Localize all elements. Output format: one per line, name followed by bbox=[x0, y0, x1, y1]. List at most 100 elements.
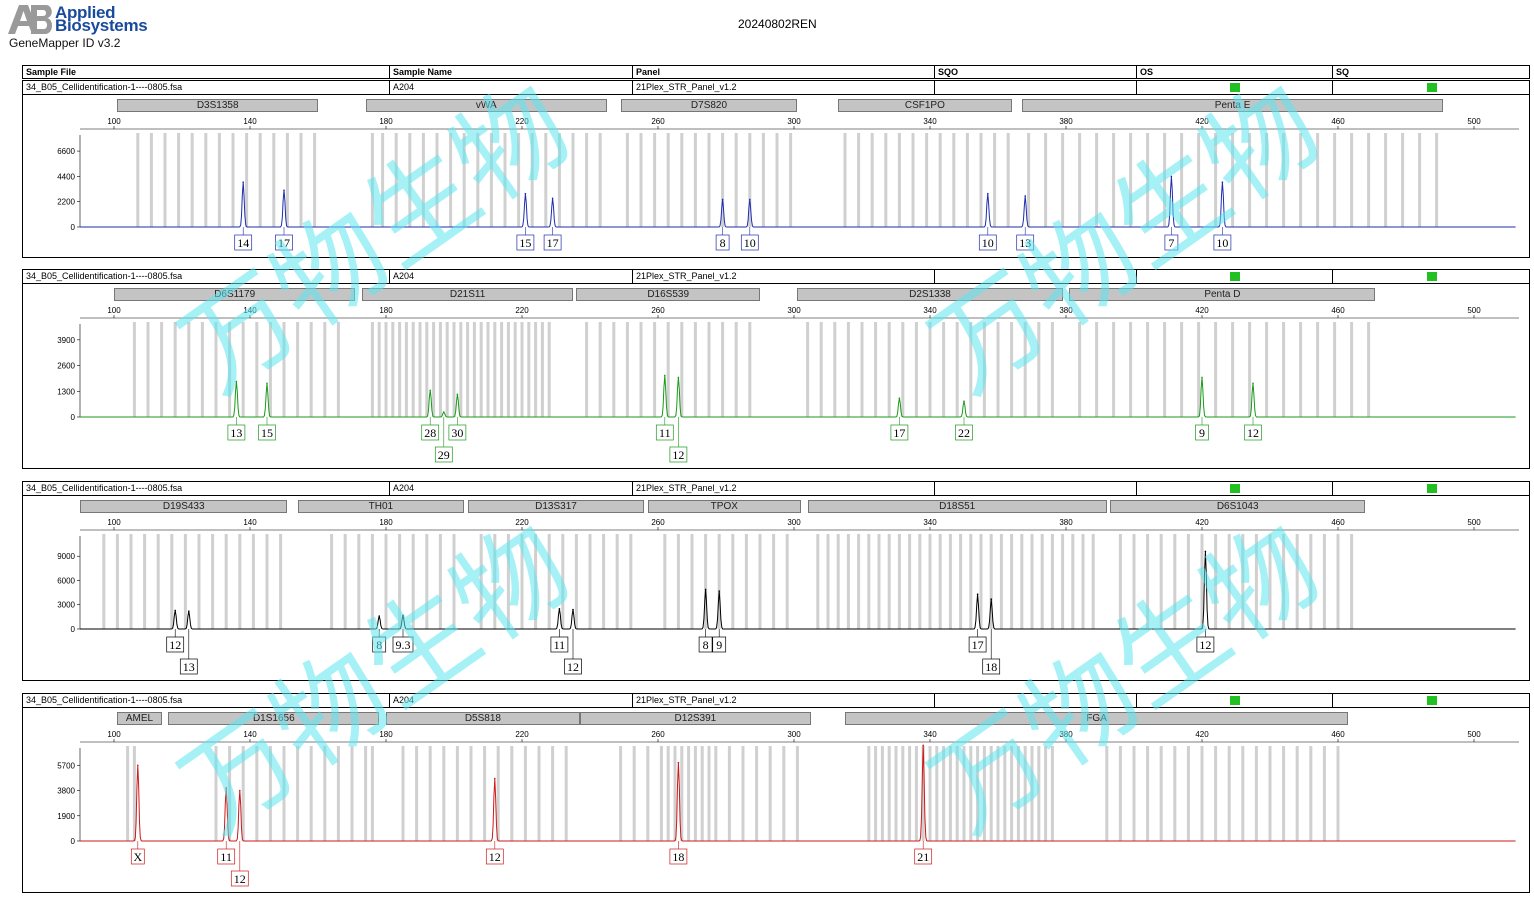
sample-info-row[interactable]: 34_B05_Cellidentification-1----0805.fsa A… bbox=[23, 270, 1529, 284]
y-tick-label: 4400 bbox=[57, 172, 75, 181]
allele-bin bbox=[503, 133, 507, 227]
allele-bin bbox=[336, 746, 340, 841]
allele-bin bbox=[1112, 133, 1116, 227]
allele-bin bbox=[496, 746, 500, 841]
marker-d12s391[interactable]: D12S391 bbox=[579, 712, 811, 725]
allele-call-box bbox=[230, 870, 249, 887]
allele-bin bbox=[241, 746, 245, 841]
marker-d19s433[interactable]: D19S433 bbox=[80, 500, 288, 513]
electropherogram-panel-green: 34_B05_Cellidentification-1----0805.fsa A… bbox=[22, 269, 1530, 469]
allele-bin bbox=[687, 746, 691, 841]
allele-call-label: 18 bbox=[672, 850, 684, 864]
marker-vwa[interactable]: vWA bbox=[365, 99, 607, 112]
marker-penta-e[interactable]: Penta E bbox=[1021, 99, 1444, 112]
allele-bin bbox=[1132, 746, 1136, 841]
marker-d18s51[interactable]: D18S51 bbox=[807, 500, 1107, 513]
peak-apex bbox=[718, 590, 720, 592]
allele-call-box bbox=[1164, 234, 1179, 251]
col-sq[interactable]: SQ bbox=[1336, 67, 1350, 77]
marker-d7s820[interactable]: D7S820 bbox=[620, 99, 798, 112]
allele-bin bbox=[768, 746, 772, 841]
marker-tpox[interactable]: TPOX bbox=[647, 500, 801, 513]
allele-bin bbox=[268, 322, 272, 417]
marker-fga[interactable]: FGA bbox=[845, 712, 1349, 725]
allele-bin bbox=[982, 322, 986, 417]
sq-flag-icon bbox=[1427, 696, 1437, 705]
allele-call-box bbox=[712, 636, 727, 653]
allele-bin bbox=[132, 746, 136, 841]
marker-th01[interactable]: TH01 bbox=[297, 500, 465, 513]
allele-call-box bbox=[715, 234, 730, 251]
allele-bin bbox=[1044, 746, 1048, 841]
marker-d6s1179[interactable]: D6S1179 bbox=[114, 288, 356, 301]
allele-call-box bbox=[227, 424, 246, 441]
peak-apex bbox=[242, 181, 244, 183]
allele-bin bbox=[149, 133, 153, 227]
x-tick-label: 340 bbox=[923, 117, 937, 126]
peak-apex bbox=[239, 789, 241, 792]
col-sqo[interactable]: SQO bbox=[938, 67, 959, 77]
allele-bin bbox=[1078, 322, 1082, 417]
allele-bin bbox=[612, 322, 616, 417]
allele-bin bbox=[1180, 322, 1184, 417]
allele-bin bbox=[928, 534, 932, 629]
allele-call-label: 11 bbox=[659, 426, 671, 440]
allele-call-box bbox=[166, 636, 185, 653]
allele-bin bbox=[1200, 534, 1204, 629]
allele-call-label: 12 bbox=[1199, 638, 1211, 652]
column-header-row: Sample File Sample Name Panel SQO OS SQ bbox=[22, 65, 1530, 79]
allele-bin bbox=[1418, 133, 1422, 227]
allele-bin bbox=[452, 534, 456, 629]
allele-bin bbox=[1254, 534, 1258, 629]
sample-info-row[interactable]: 34_B05_Cellidentification-1----0805.fsa A… bbox=[23, 482, 1529, 496]
col-sample-file[interactable]: Sample File bbox=[26, 67, 77, 77]
electropherogram-plot: 100 140 180 220 260 300 340 380 420 460 500 0 3000 60… bbox=[57, 518, 1519, 675]
allele-bin bbox=[1050, 534, 1054, 629]
sample-name-cell: A204 bbox=[393, 271, 415, 281]
allele-bin bbox=[1299, 322, 1303, 417]
allele-call-box bbox=[448, 424, 467, 441]
col-os[interactable]: OS bbox=[1140, 67, 1154, 77]
allele-bin bbox=[1241, 746, 1245, 841]
allele-call-label: 8 bbox=[703, 638, 709, 652]
peak-apex bbox=[283, 189, 285, 191]
marker-d3s1358[interactable]: D3S1358 bbox=[117, 99, 318, 112]
x-tick-label: 140 bbox=[243, 117, 257, 126]
allele-bin bbox=[1040, 534, 1044, 629]
marker-d5s818[interactable]: D5S818 bbox=[386, 712, 580, 725]
allele-bin bbox=[1091, 534, 1095, 629]
allele-bin bbox=[411, 322, 415, 417]
marker-d1s1656[interactable]: D1S1656 bbox=[168, 712, 380, 725]
allele-bin bbox=[472, 322, 476, 417]
allele-bin bbox=[976, 746, 980, 841]
x-tick-label: 380 bbox=[1059, 306, 1073, 315]
col-panel[interactable]: Panel bbox=[636, 67, 661, 77]
marker-d6s1043[interactable]: D6S1043 bbox=[1110, 500, 1366, 513]
allele-bin bbox=[887, 746, 891, 841]
sq-flag-icon bbox=[1427, 83, 1437, 92]
sample-info-row[interactable]: 34_B05_Cellidentification-1----0805.fsa A… bbox=[23, 694, 1529, 708]
marker-csf1po[interactable]: CSF1PO bbox=[838, 99, 1012, 112]
marker-d2s1338[interactable]: D2S1338 bbox=[797, 288, 1063, 301]
allele-bin bbox=[1095, 133, 1099, 227]
allele-bin bbox=[1037, 322, 1041, 417]
allele-bin bbox=[1146, 534, 1150, 629]
allele-bin bbox=[296, 322, 300, 417]
allele-bin bbox=[1081, 534, 1085, 629]
allele-bin bbox=[707, 746, 711, 841]
allele-bin bbox=[1265, 133, 1269, 227]
sample-info-row[interactable]: 34_B05_Cellidentification-1----0805.fsa A… bbox=[23, 81, 1529, 95]
allele-bin bbox=[364, 746, 368, 841]
marker-penta-d[interactable]: Penta D bbox=[1069, 288, 1376, 301]
allele-bin bbox=[857, 133, 861, 227]
allele-bin bbox=[748, 322, 752, 417]
allele-bin bbox=[173, 322, 177, 417]
allele-bin bbox=[1282, 133, 1286, 227]
col-sample-name[interactable]: Sample Name bbox=[393, 67, 453, 77]
marker-d21s11[interactable]: D21S11 bbox=[362, 288, 573, 301]
marker-amel[interactable]: AMEL bbox=[117, 712, 162, 725]
allele-bin bbox=[313, 133, 317, 227]
marker-d13s317[interactable]: D13S317 bbox=[467, 500, 645, 513]
marker-d16s539[interactable]: D16S539 bbox=[576, 288, 760, 301]
allele-bin bbox=[928, 746, 932, 841]
